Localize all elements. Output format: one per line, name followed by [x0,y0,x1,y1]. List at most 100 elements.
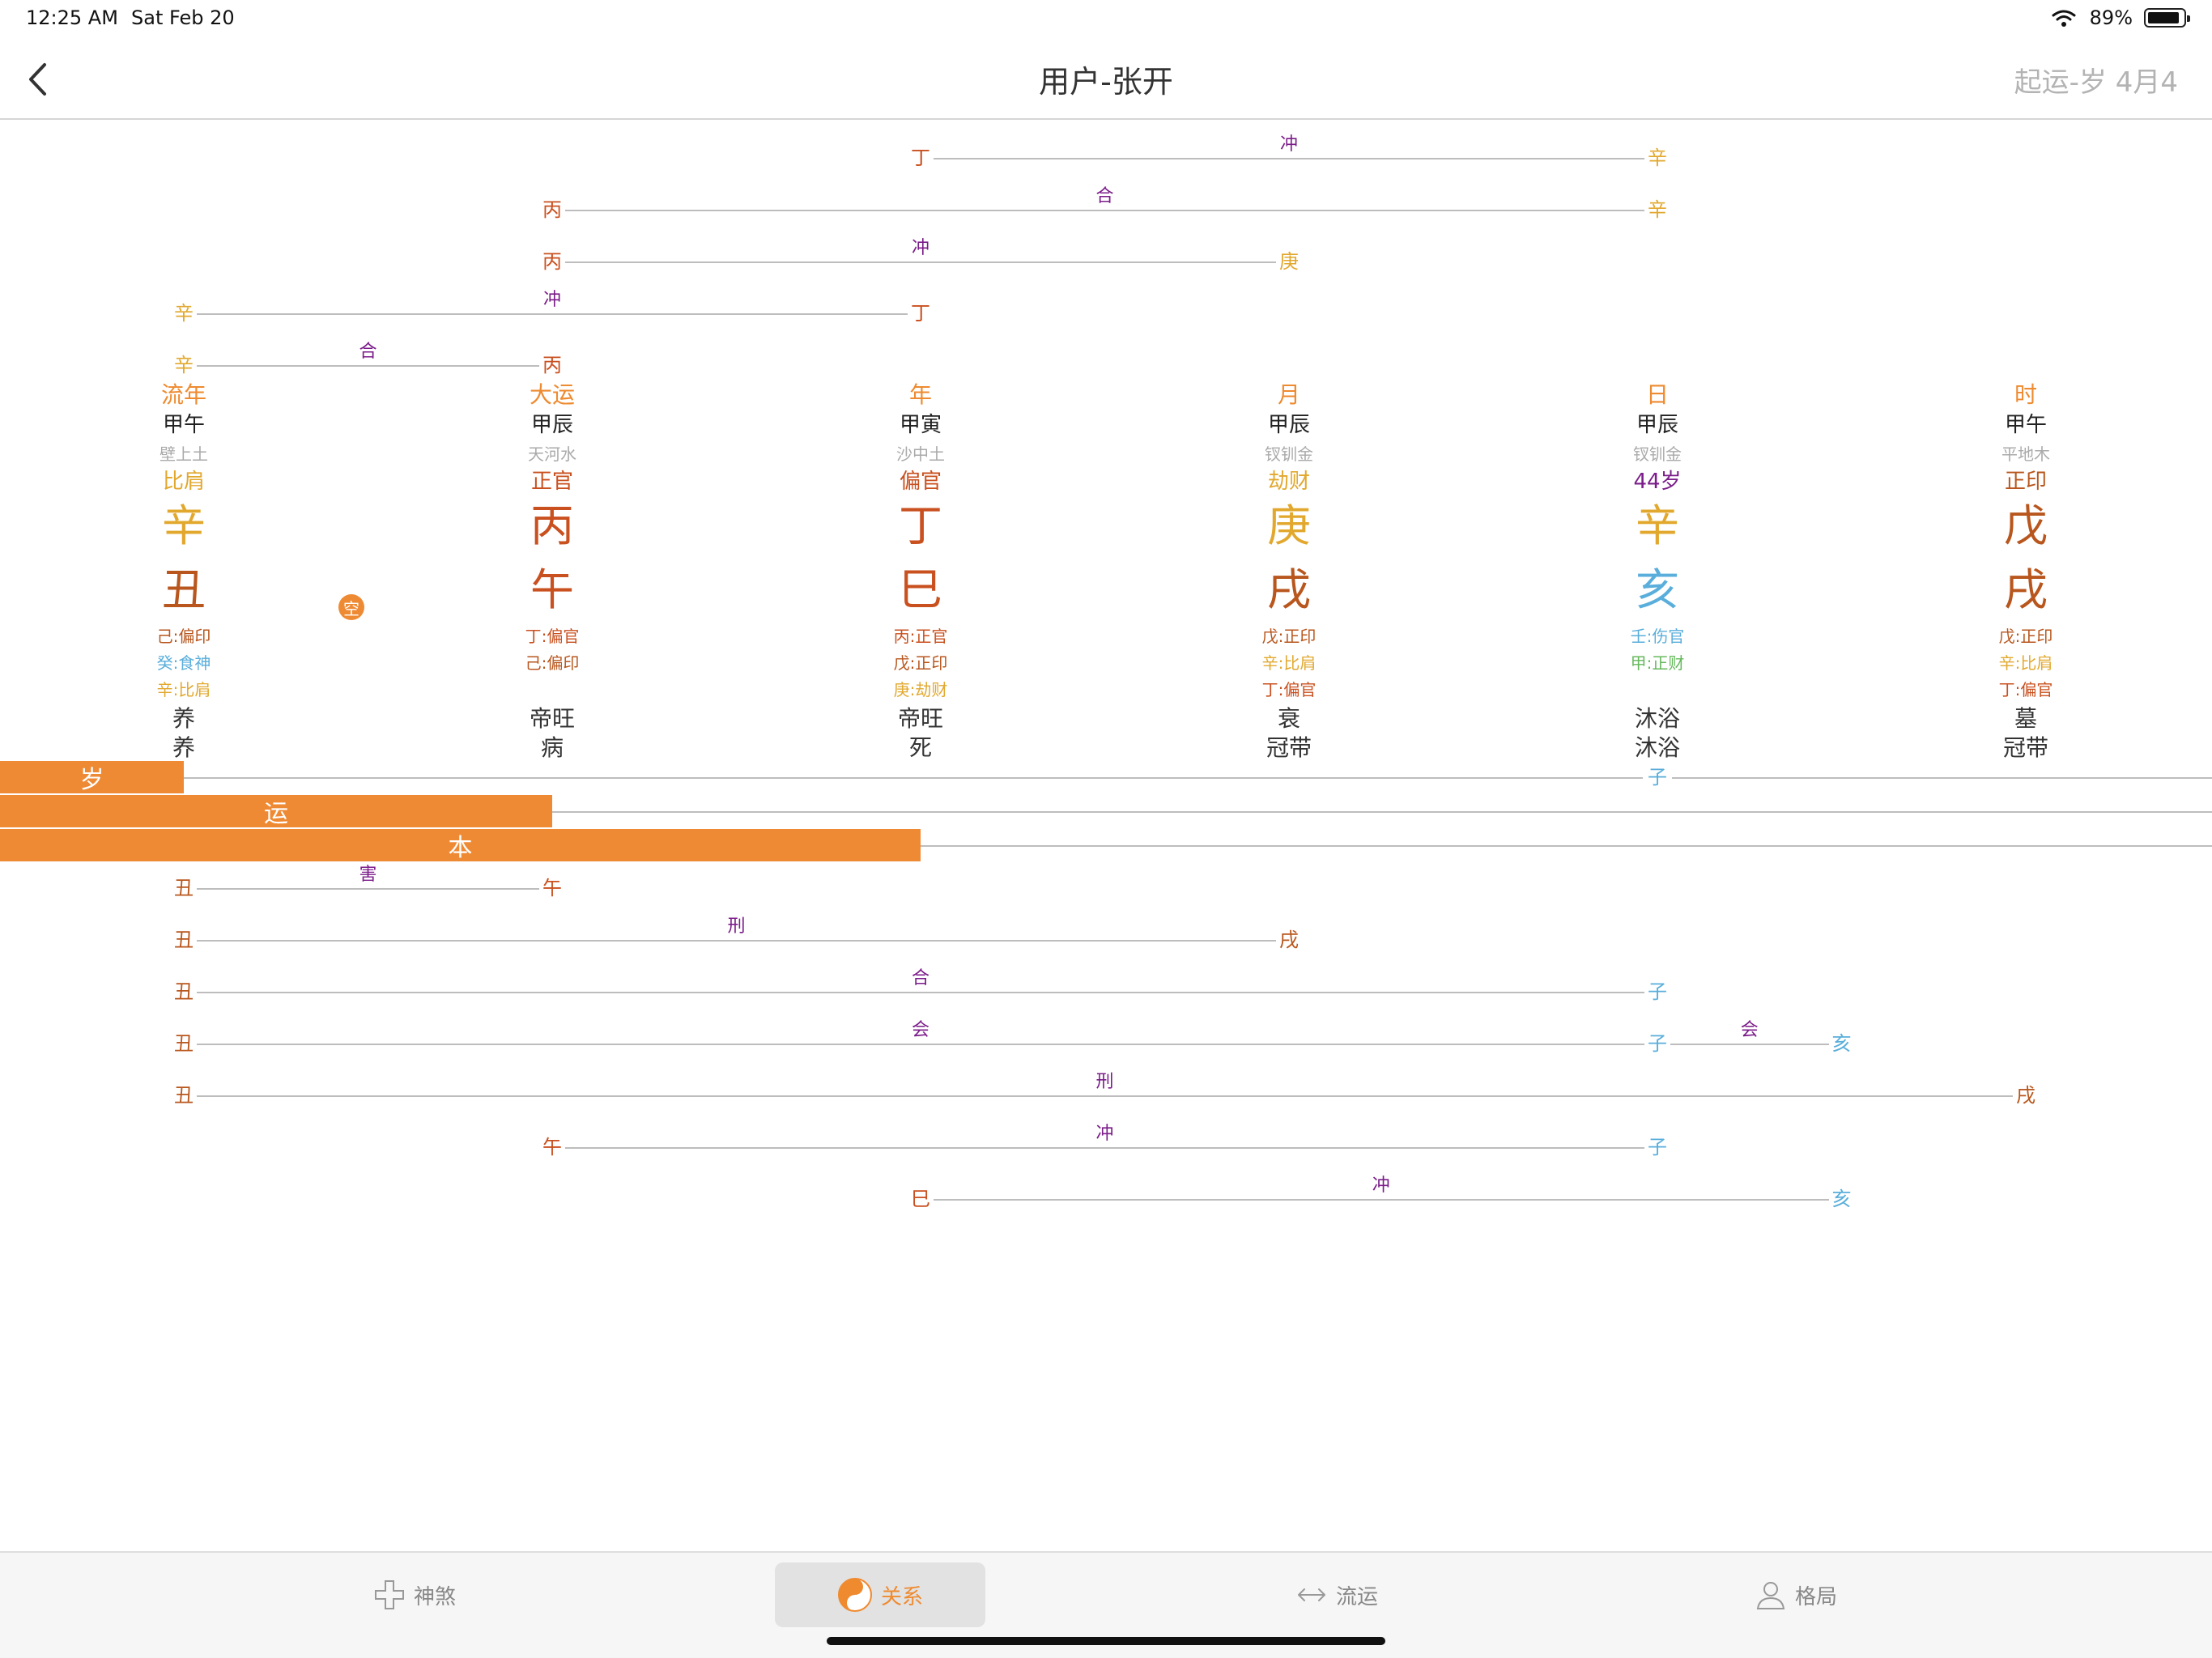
relation-type: 冲 [911,238,930,258]
relation-line [565,1147,1644,1149]
relation-char: 子 [1648,1136,1667,1158]
plus-outline-icon [373,1579,406,1611]
page-title: 用户-张开 [1039,64,1173,100]
growth-stage: 冠带 [2002,734,2049,761]
period-bar[interactable]: 岁 [0,761,184,794]
relation-char: 亥 [1831,1032,1852,1055]
earthly-branch: 巳 [899,564,942,615]
kong-badge[interactable]: 空 [338,594,364,620]
person-icon [1755,1579,1787,1611]
relation-char: 午 [542,1136,562,1158]
bazi-chart: 丁辛冲丙辛合丙庚冲辛丁冲辛丙合流年 甲午 壁上土 比肩辛丑己:偏印 癸:食神 辛:比肩养养… [0,121,2212,1546]
nav-bar: 用户-张开 起运-岁 4月4 [0,39,2212,120]
tab-liuyun[interactable]: 流运 [1248,1562,1426,1627]
growth-stage: 沐浴 [1634,705,1681,732]
hidden-stem: 庚:劫财 [893,680,948,699]
pillar-nayin: 平地木 [2001,444,2050,464]
relation-line [934,1199,1829,1201]
tab-guanxi[interactable]: 关系 [775,1562,985,1627]
relation-type: 冲 [1279,134,1299,155]
hidden-stem: 戊:正印 [1261,627,1317,646]
relation-line [197,313,908,315]
relation-char: 丙 [542,250,562,273]
period-bar[interactable]: 本 [0,829,921,862]
growth-stage: 养 [172,734,196,761]
home-indicator [827,1637,1385,1645]
tab-label: 流运 [1335,1584,1378,1609]
relation-line [197,992,1644,993]
relation-char: 丑 [174,980,194,1003]
hidden-stem: 戊:正印 [893,653,948,673]
pillar-ganzhi: 甲午 [162,413,206,437]
pillar-header: 年 [908,381,933,408]
relation-char: 丙 [542,354,562,376]
relation-type: 刑 [727,916,746,937]
relation-char: 辛 [174,302,194,325]
hidden-stem: 甲:正财 [1630,653,1685,673]
relation-type: 会 [911,1020,930,1040]
heavenly-stem: 戊 [2004,500,2048,551]
heavenly-stem: 辛 [162,500,206,551]
relation-line [197,365,539,367]
pillar-header: 时 [2014,381,2038,408]
relation-type: 会 [1740,1020,1759,1040]
relation-type: 冲 [1372,1175,1390,1196]
pillar-nayin: 天河水 [528,444,576,464]
heavenly-stem: 庚 [1267,500,1311,551]
relation-char: 辛 [1648,198,1667,221]
relation-char: 戌 [2016,1084,2035,1107]
growth-stage: 帝旺 [529,705,576,732]
earthly-branch: 丑 [162,564,206,615]
hidden-stem: 癸:食神 [156,653,211,673]
hidden-stem: 辛:比肩 [1261,653,1317,673]
hidden-stem: 己:偏印 [156,627,211,646]
relation-line [1670,1044,1829,1045]
relation-line [565,261,1276,263]
earthly-branch: 午 [530,564,574,615]
back-button[interactable] [15,57,60,102]
tab-bar: 神煞 关系 流运 格局 [0,1551,2212,1658]
period-line [552,811,2212,813]
growth-stage: 沐浴 [1634,734,1681,761]
relation-char: 辛 [174,354,194,376]
heavenly-stem: 丁 [899,500,942,551]
relation-line [197,888,539,890]
period-mark: 子 [1643,767,1672,787]
pillar-ganzhi: 甲午 [2004,413,2048,437]
pillar-ganzhi: 甲辰 [1636,413,1679,437]
left-right-arrow-icon [1295,1585,1328,1605]
status-bar: 12:25 AM Sat Feb 20 89% [0,0,2212,39]
relation-type: 害 [359,865,377,885]
relation-char: 丁 [911,147,930,169]
relation-line [565,210,1644,211]
growth-stage: 墓 [2014,705,2038,732]
earthly-branch: 戌 [1267,564,1311,615]
relation-char: 庚 [1279,250,1299,273]
hidden-stem: 戊:正印 [1998,627,2053,646]
tab-label: 格局 [1794,1584,1837,1609]
heavenly-stem: 辛 [1636,500,1679,551]
pillar-nayin: 壁上土 [160,444,208,464]
relation-char: 巳 [911,1188,930,1210]
period-line [184,777,2212,779]
relation-char: 丑 [174,877,194,899]
relation-char: 戌 [1279,929,1299,951]
period-bar[interactable]: 运 [0,795,552,828]
hidden-stem: 丁:偏官 [1998,680,2053,699]
relation-char: 丙 [542,198,562,221]
growth-stage: 衰 [1277,705,1301,732]
growth-stage: 冠带 [1266,734,1312,761]
relation-type: 合 [359,342,377,362]
pillar-ganzhi: 甲辰 [1267,413,1311,437]
growth-stage: 帝旺 [897,705,944,732]
growth-stage: 病 [540,734,564,761]
hidden-stem: 辛:比肩 [156,680,211,699]
pillar-ganzhi: 甲寅 [899,413,942,437]
tab-shensha[interactable]: 神煞 [325,1562,504,1627]
pillar-ganzhi: 甲辰 [530,413,574,437]
relation-type: 刑 [1095,1072,1114,1092]
growth-stage: 死 [908,734,933,761]
tab-geju[interactable]: 格局 [1707,1562,1885,1627]
status-time: 12:25 AM [26,6,118,29]
qiyun-info[interactable]: 起运-岁 4月4 [2014,66,2178,99]
